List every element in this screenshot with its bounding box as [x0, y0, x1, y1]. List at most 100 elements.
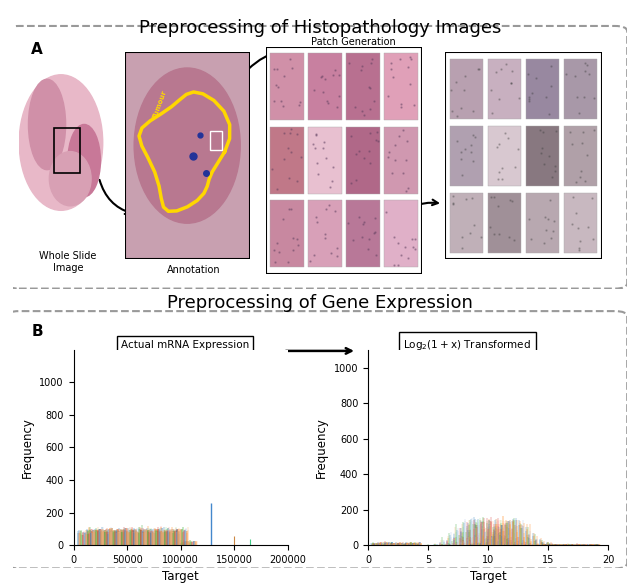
Point [321, 153, 331, 163]
Point [507, 196, 517, 206]
Point [369, 97, 380, 106]
Point [494, 139, 504, 149]
Point [572, 209, 582, 218]
Point [272, 238, 282, 248]
Point [547, 173, 557, 182]
Point [531, 73, 541, 82]
X-axis label: Target: Target [470, 570, 506, 583]
Point [456, 155, 467, 164]
Text: Colour  Transformation: Colour Transformation [489, 249, 600, 259]
Point [364, 234, 374, 243]
Point [568, 193, 579, 202]
Point [503, 133, 513, 142]
Point [405, 79, 415, 89]
Ellipse shape [134, 68, 240, 223]
Bar [385, 201, 418, 267]
Ellipse shape [19, 75, 102, 210]
Text: Tumour: Tumour [152, 90, 168, 120]
Point [328, 71, 339, 80]
Point [393, 260, 403, 269]
Point [447, 199, 458, 209]
Point [541, 92, 551, 101]
Point [492, 68, 502, 77]
Point [579, 92, 589, 101]
Point [486, 86, 496, 95]
Point [311, 213, 321, 222]
Bar [270, 54, 303, 120]
Point [390, 155, 400, 164]
Point [567, 219, 577, 229]
Bar [308, 201, 342, 267]
Point [305, 256, 316, 265]
Point [344, 59, 355, 68]
Point [509, 163, 520, 172]
Point [293, 240, 303, 250]
Point [467, 193, 477, 202]
Point [381, 207, 391, 216]
Point [474, 65, 484, 74]
Point [460, 145, 470, 154]
Point [370, 214, 380, 223]
Point [271, 80, 281, 90]
Text: $\mathrm{Log_2(1+x)}$ Transformed
Distribution: $\mathrm{Log_2(1+x)}$ Transformed Distri… [403, 338, 531, 364]
Point [550, 162, 560, 171]
Bar [308, 127, 342, 194]
Point [570, 71, 580, 80]
Point [460, 72, 470, 81]
Point [396, 100, 406, 109]
Point [543, 215, 553, 224]
Point [544, 152, 554, 161]
Bar [449, 192, 483, 253]
Point [366, 58, 376, 68]
Bar [385, 54, 418, 120]
Point [538, 238, 548, 248]
Point [457, 233, 467, 242]
Point [401, 156, 412, 165]
Text: B: B [31, 324, 43, 339]
Point [507, 66, 517, 76]
Bar [210, 131, 222, 150]
Point [286, 125, 296, 134]
Point [459, 85, 469, 94]
Point [284, 173, 294, 182]
Y-axis label: Frequency: Frequency [21, 417, 34, 478]
Point [283, 258, 293, 267]
Point [371, 251, 381, 260]
Text: Whole Slide
Image: Whole Slide Image [40, 251, 97, 273]
Point [408, 242, 418, 251]
Bar [385, 127, 418, 194]
Bar [525, 59, 559, 120]
Point [588, 234, 598, 243]
Point [575, 236, 585, 245]
Point [497, 163, 507, 173]
Point [270, 257, 280, 266]
Point [572, 92, 582, 101]
Point [321, 205, 332, 214]
Point [383, 152, 393, 161]
Point [548, 227, 558, 236]
Point [500, 128, 510, 138]
Point [540, 213, 550, 222]
Point [330, 65, 340, 75]
Point [490, 192, 500, 202]
Bar [346, 54, 380, 120]
Point [317, 72, 327, 81]
Point [312, 159, 322, 168]
Point [325, 182, 335, 192]
Point [355, 146, 365, 156]
Point [364, 146, 374, 155]
Point [333, 92, 344, 101]
Point [509, 236, 519, 245]
Point [571, 177, 581, 187]
Point [473, 64, 483, 73]
Point [396, 250, 406, 259]
Point [330, 206, 340, 216]
Point [287, 64, 298, 73]
Point [319, 138, 330, 147]
Point [466, 147, 476, 156]
Point [534, 125, 545, 135]
Point [395, 55, 405, 64]
Point [357, 233, 367, 242]
Point [292, 129, 302, 139]
Point [289, 245, 299, 254]
